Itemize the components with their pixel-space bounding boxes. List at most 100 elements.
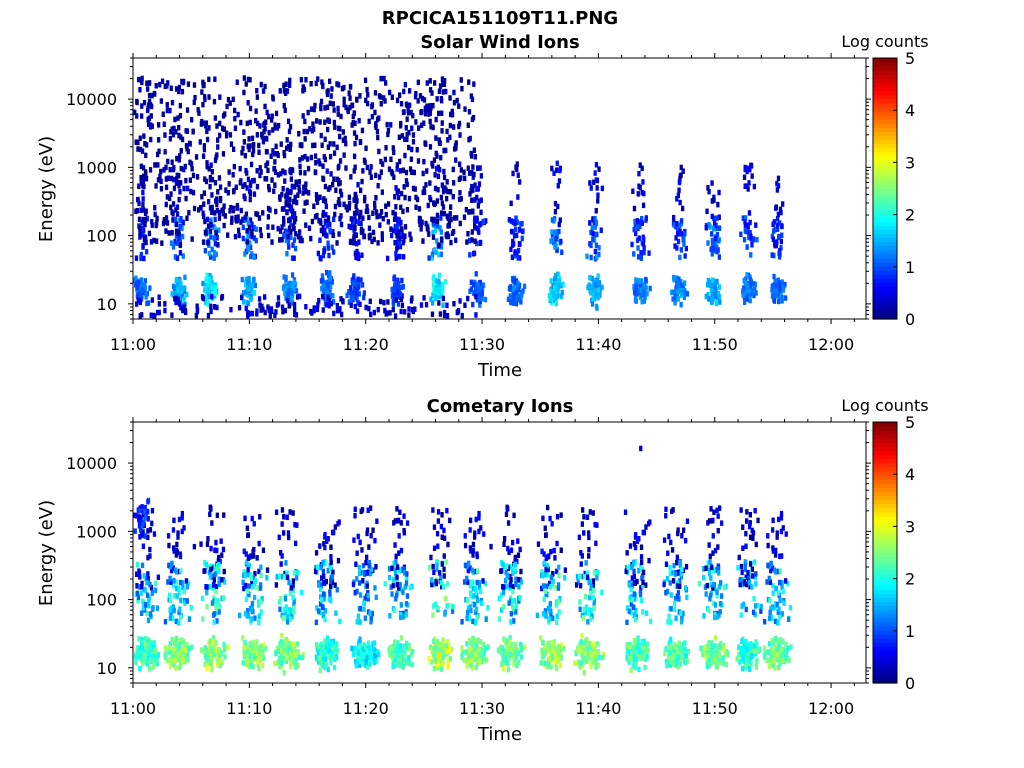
heatmap-cell (205, 160, 209, 166)
heatmap-cell (716, 201, 720, 208)
heatmap-cell (279, 660, 284, 667)
heatmap-cell (471, 301, 475, 308)
colorbar-segment (873, 282, 897, 287)
heatmap-cell (407, 129, 411, 136)
colorbar-segment (873, 168, 897, 173)
heatmap-cell (206, 647, 210, 654)
heatmap-cell (213, 547, 217, 553)
heatmap-cell (637, 183, 641, 189)
heatmap-cell (393, 656, 397, 663)
heatmap-cell (416, 158, 421, 164)
heatmap-cell (249, 662, 253, 669)
heatmap-cell (141, 180, 145, 186)
heatmap-cell (395, 654, 399, 660)
heatmap-cell (145, 646, 149, 652)
heatmap-cell (257, 602, 261, 608)
heatmap-cell (183, 600, 187, 606)
heatmap-cell (344, 204, 348, 210)
heatmap-cell (743, 219, 747, 225)
heatmap-cell (364, 659, 368, 665)
heatmap-cell (279, 170, 283, 177)
heatmap-cell (245, 228, 249, 234)
heatmap-cell (433, 656, 437, 662)
heatmap-cell (772, 296, 776, 303)
heatmap-cell (395, 651, 399, 658)
heatmap-cell (201, 616, 205, 622)
heatmap-cell (141, 543, 145, 549)
heatmap-cell (442, 188, 446, 195)
heatmap-cell (283, 307, 287, 314)
heatmap-cell (244, 596, 248, 602)
heatmap-cell (155, 220, 159, 226)
heatmap-cell (432, 665, 436, 672)
colorbar-segment (873, 127, 897, 133)
heatmap-cell (674, 235, 678, 241)
heatmap-cell (771, 236, 775, 242)
heatmap-cell (317, 582, 321, 588)
heatmap-cell (508, 635, 512, 641)
heatmap-cell (556, 183, 560, 189)
heatmap-cell (281, 168, 285, 174)
heatmap-cell (175, 648, 180, 655)
heatmap-cell (252, 546, 256, 553)
heatmap-cell (640, 216, 644, 222)
heatmap-cell (274, 509, 279, 515)
heatmap-cell (210, 291, 215, 297)
heatmap-cell (216, 137, 220, 143)
heatmap-cell (423, 111, 428, 117)
heatmap-cell (450, 230, 455, 236)
heatmap-cell (441, 650, 445, 656)
heatmap-cell (205, 164, 209, 170)
heatmap-cell (435, 96, 439, 102)
heatmap-cell (332, 107, 336, 113)
heatmap-cell (168, 195, 172, 201)
colorbar-segment (873, 221, 897, 226)
heatmap-cell (405, 593, 410, 599)
heatmap-cell (202, 143, 206, 149)
heatmap-cell (263, 294, 267, 300)
heatmap-cell (505, 660, 509, 666)
heatmap-cell (215, 235, 219, 241)
heatmap-cell (399, 658, 403, 664)
heatmap-cell (358, 636, 362, 642)
heatmap-cell (447, 222, 452, 229)
heatmap-cell (466, 231, 470, 237)
heatmap-cell (234, 184, 238, 190)
colorbar-segment (873, 208, 897, 214)
heatmap-cell (776, 183, 781, 189)
heatmap-cell (471, 618, 475, 625)
heatmap-cell (270, 117, 274, 123)
heatmap-cell (376, 240, 380, 246)
heatmap-cell (541, 572, 545, 579)
heatmap-cell (469, 517, 473, 524)
heatmap-cell (506, 296, 511, 303)
heatmap-cell (473, 530, 477, 536)
heatmap-cell (279, 595, 283, 602)
heatmap-cell (242, 585, 246, 592)
heatmap-cell (241, 183, 245, 189)
heatmap-cell (378, 174, 382, 180)
heatmap-cell (143, 602, 148, 608)
heatmap-cell (283, 169, 287, 176)
heatmap-cell (407, 144, 411, 151)
heatmap-cell (465, 597, 469, 603)
heatmap-cell (368, 661, 372, 667)
heatmap-cell (369, 619, 373, 625)
heatmap-cell (397, 533, 401, 539)
heatmap-cell (137, 569, 142, 576)
heatmap-cell (460, 645, 464, 651)
heatmap-cell (135, 583, 139, 589)
heatmap-cell (195, 174, 200, 180)
heatmap-cell (748, 166, 752, 173)
heatmap-cell (432, 220, 436, 227)
heatmap-cell (248, 554, 252, 560)
heatmap-cell (309, 106, 314, 112)
heatmap-cell (213, 285, 217, 292)
heatmap-cell (323, 183, 328, 190)
heatmap-cell (446, 664, 450, 670)
heatmap-cell (458, 298, 462, 304)
heatmap-cell (267, 186, 271, 193)
heatmap-cell (550, 217, 554, 223)
heatmap-cell (157, 309, 161, 316)
heatmap-cell (436, 186, 440, 193)
